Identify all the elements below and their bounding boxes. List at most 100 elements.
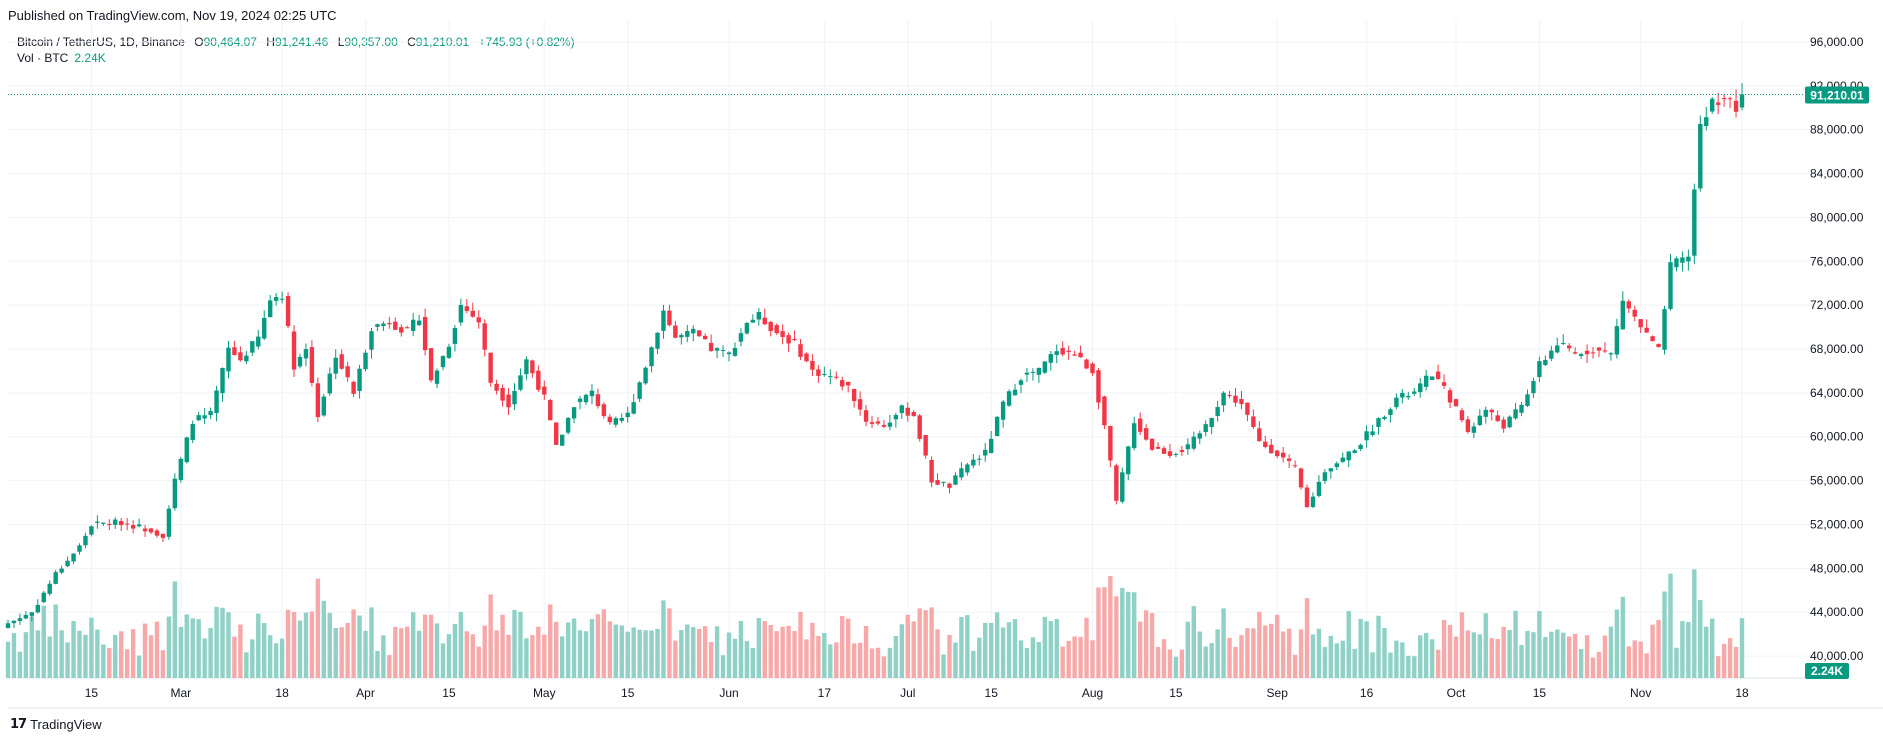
candle-body (738, 333, 744, 342)
tradingview-footer[interactable]: 𝟭𝟳 TradingView (10, 716, 102, 732)
candle-body (130, 524, 136, 529)
volume-bar (756, 618, 762, 678)
volume-bar (697, 628, 702, 678)
volume-bar (851, 643, 857, 678)
volume-bar (1334, 643, 1340, 678)
volume-bar (1304, 598, 1310, 678)
candle-body (589, 390, 595, 397)
volume-bar (1060, 646, 1065, 678)
volume-bar (1394, 640, 1399, 678)
volume-bar (565, 622, 571, 678)
price-tick-label: 76,000.00 (1810, 254, 1864, 268)
volume-bar (196, 619, 201, 678)
volume-bar (142, 623, 148, 678)
volume-bar (911, 621, 916, 678)
candle-body (1465, 419, 1471, 432)
volume-bar (971, 651, 976, 678)
candle-body (1525, 394, 1530, 406)
volume-bar (559, 636, 565, 678)
candle-body (1334, 463, 1340, 468)
candle-body (1561, 343, 1566, 345)
time-tick-label: Apr (356, 686, 375, 700)
candle-body (327, 373, 332, 394)
time-axis[interactable]: 15 Mar 18 Apr 15 May 15 Jun 17 Jul 15 Aug 15 Sep 16 Oct… (85, 686, 1749, 700)
time-tick-label: 15 (85, 686, 99, 700)
volume-bar (488, 594, 493, 678)
volume-bar (1692, 569, 1697, 678)
candle-body (1531, 381, 1536, 394)
volume-bar (393, 626, 398, 678)
candle-body (1197, 433, 1202, 439)
candle-body (1078, 352, 1083, 358)
candle-body (607, 416, 613, 423)
candle-body (548, 399, 553, 421)
candle-body (1412, 391, 1417, 394)
volume-bar (1543, 637, 1548, 678)
candle-body (1441, 382, 1447, 386)
candle-body (190, 424, 195, 440)
volume-bar (726, 632, 732, 678)
volume-bar (363, 630, 368, 678)
candle-body (1566, 345, 1572, 349)
candle-body (1102, 396, 1107, 426)
volume-bar (1626, 646, 1631, 678)
time-tick-label: 16 (1360, 686, 1374, 700)
last-volume-badge-label: 2.24K (1811, 664, 1843, 678)
volume-bar (1191, 606, 1196, 678)
candle-body (333, 357, 338, 374)
candle-body (1227, 394, 1232, 396)
volume-bar (708, 642, 714, 678)
candle-body (1727, 98, 1733, 100)
candle-body (1626, 301, 1631, 309)
price-axis[interactable]: 96,000.0092,000.0088,000.0084,000.0080,0… (1810, 35, 1864, 663)
volume-bar (595, 614, 601, 678)
volume-bar (434, 623, 440, 678)
candle-body (339, 354, 344, 369)
candle-body (869, 422, 875, 424)
volume-bar (1275, 614, 1280, 678)
candle-body (494, 383, 499, 391)
candle-body (947, 483, 952, 488)
volume-bar (1435, 649, 1441, 678)
candle-body (29, 612, 35, 616)
volume-label: Vol · BTC (17, 51, 69, 65)
candle-body (655, 332, 660, 349)
volume-bar (661, 600, 666, 678)
candle-body (1072, 354, 1077, 356)
candle-body (1477, 415, 1483, 425)
volume-bar (1126, 591, 1131, 678)
volume-bar (1167, 649, 1173, 678)
volume-bar (113, 634, 118, 678)
volume-bar (83, 634, 88, 678)
volume-bar (601, 609, 607, 678)
volume-bar (1120, 587, 1125, 678)
candle-body (1739, 94, 1745, 108)
volume-bar (1364, 621, 1369, 678)
candle-body (1000, 401, 1006, 420)
volume-bar (1578, 648, 1584, 678)
candle-body (1233, 395, 1238, 403)
candle-body (673, 325, 678, 338)
candle-body (822, 374, 827, 376)
volume-bar (965, 615, 970, 678)
candle-body (851, 388, 857, 402)
candle-body (631, 402, 636, 414)
volume-bar (1519, 644, 1524, 678)
candle-body (172, 478, 178, 509)
candle-body (1382, 417, 1387, 419)
candle-body (1024, 372, 1030, 375)
candle-body (1483, 409, 1488, 417)
volume-bar (1161, 639, 1167, 678)
candle-body (732, 347, 738, 356)
candle-body (47, 583, 52, 594)
candle-body (857, 399, 863, 410)
volume-bar (822, 633, 827, 678)
candle-body (41, 592, 46, 603)
candle-body (941, 481, 946, 483)
candle-body (154, 530, 160, 536)
candle-body (1149, 438, 1155, 450)
candle-body (649, 347, 654, 367)
volume-bar (1572, 633, 1578, 678)
price-tick-label: 64,000.00 (1810, 386, 1864, 400)
